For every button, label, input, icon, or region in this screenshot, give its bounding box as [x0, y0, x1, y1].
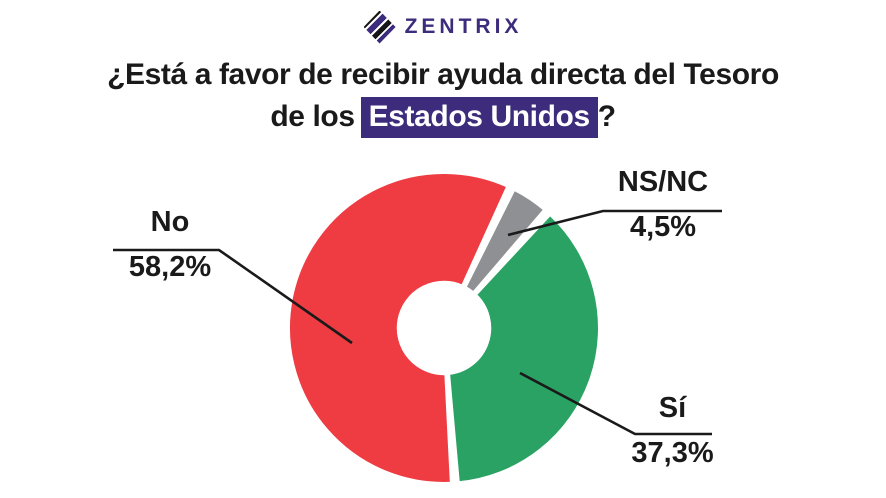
slice-label-si: Sí	[658, 392, 687, 424]
callout-no: No 58,2%	[103, 206, 237, 282]
pie-slice-no	[286, 170, 511, 486]
donut-slices	[286, 170, 602, 486]
title-line-2-prefix: de los	[270, 100, 355, 133]
slice-value-si: 37,3%	[631, 437, 714, 469]
slice-value-ns-nc: 4,5%	[629, 211, 697, 243]
callout-line-no	[113, 248, 353, 345]
slice-value-no: 58,2%	[128, 251, 212, 283]
title-line-1: ¿Está a favor de recibir ayuda directa d…	[107, 58, 779, 91]
title-highlight: Estados Unidos	[360, 97, 598, 138]
brand-name: ZENTRIX	[404, 15, 523, 38]
callout-line-si	[519, 371, 712, 436]
callout-si: Sí 37,3%	[600, 392, 745, 468]
slice-label-no: No	[150, 206, 190, 238]
chart-title: ¿Está a favor de recibir ayuda directa d…	[0, 54, 886, 138]
callout-line-ns-nc	[507, 209, 722, 237]
pie-slice-si	[446, 211, 602, 486]
brand-logo: ZENTRIX	[0, 7, 886, 47]
title-line-2: de los Estados Unidos?	[0, 96, 886, 138]
callout-ns-nc: NS/NC 4,5%	[593, 166, 733, 242]
slice-label-ns-nc: NS/NC	[617, 166, 709, 198]
title-line-2-suffix: ?	[597, 100, 616, 133]
